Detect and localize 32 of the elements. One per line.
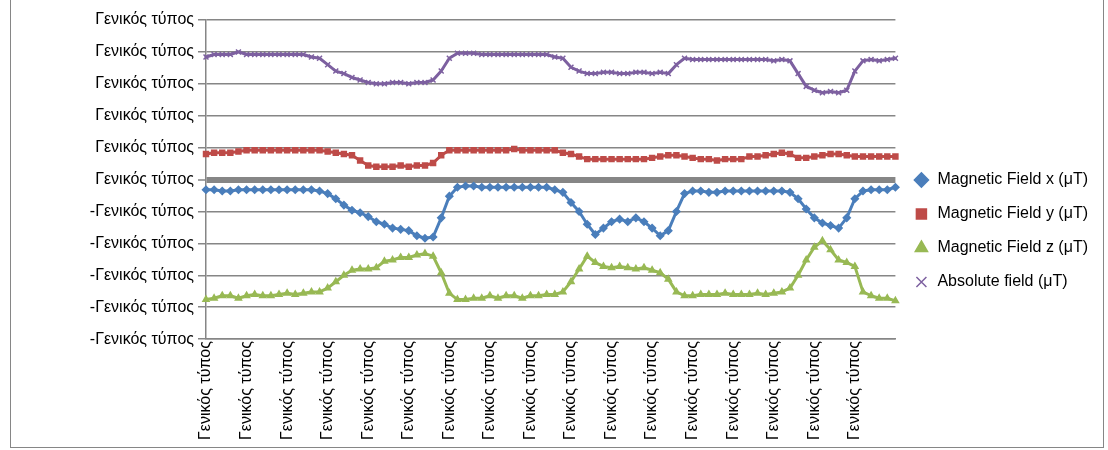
legend-label: Absolute field (μT) — [937, 272, 1068, 290]
text: -Γενικός τύπος — [89, 233, 195, 251]
x-tick-label: Γενικός τύπος — [318, 340, 336, 441]
x-tick-label: Γενικός τύπος — [683, 340, 701, 441]
text: Γενικός τύπος — [95, 10, 195, 28]
x-tick-label: Γενικός τύπος — [601, 340, 619, 441]
x-tick-label: Γενικός τύπος — [236, 340, 254, 441]
text: Γενικός τύπος — [95, 74, 195, 92]
legend-label: Magnetic Field x (μT) — [937, 170, 1089, 188]
text: Γενικός τύπος — [95, 106, 195, 124]
x-tick-label: Γενικός τύπος — [480, 340, 498, 441]
text: -Γενικός τύπος — [89, 201, 195, 219]
x-tick-label: Γενικός τύπος — [642, 340, 660, 441]
x-tick-label: Γενικός τύπος — [520, 340, 538, 441]
legend-label: Magnetic Field y (μT) — [937, 204, 1089, 222]
text: -Γενικός τύπος — [89, 329, 195, 347]
x-tick-label: Γενικός τύπος — [804, 340, 822, 441]
x-tick-label: Γενικός τύπος — [845, 340, 863, 441]
x-tick-label: Γενικός τύπος — [277, 340, 295, 441]
x-tick-label: Γενικός τύπος — [399, 340, 417, 441]
text: Γενικός τύπος — [95, 42, 195, 60]
x-tick-label: Γενικός τύπος — [764, 340, 782, 441]
x-tick-label: Γενικός τύπος — [358, 340, 376, 441]
x-tick-label: Γενικός τύπος — [561, 340, 579, 441]
text: -Γενικός τύπος — [89, 265, 195, 283]
text: Γενικός τύπος — [95, 138, 195, 156]
x-tick-label: Γενικός τύπος — [439, 340, 457, 441]
x-tick-label: Γενικός τύπος — [196, 340, 214, 441]
text: Γενικός τύπος — [95, 169, 195, 187]
text: -Γενικός τύπος — [89, 297, 195, 315]
legend-label: Magnetic Field z (μT) — [937, 238, 1089, 256]
x-tick-label: Γενικός τύπος — [723, 340, 741, 441]
